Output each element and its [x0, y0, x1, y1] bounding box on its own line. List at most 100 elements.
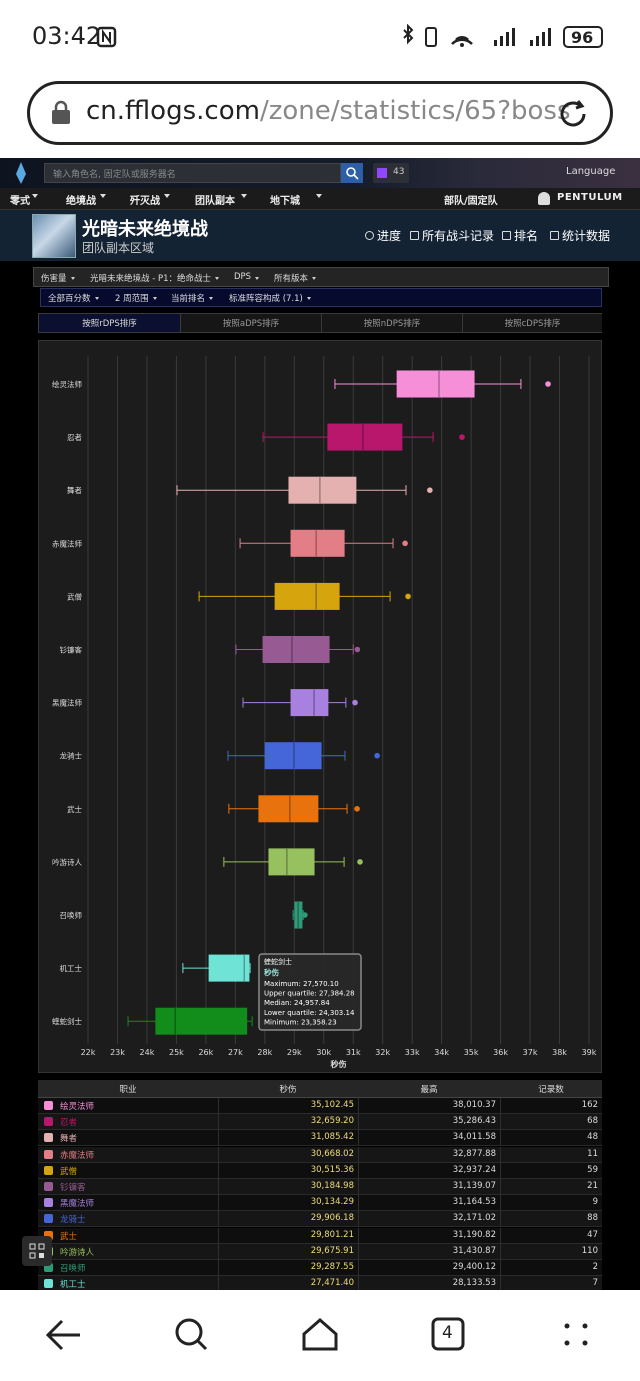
search-icon[interactable]: [175, 1318, 203, 1346]
job-name[interactable]: 赤魔法师: [60, 1150, 95, 1161]
filter-dropdown[interactable]: DPS: [234, 272, 252, 282]
x-tick-label: 32k: [375, 1048, 390, 1057]
count-cell: 68: [587, 1116, 598, 1127]
dropdown-caret: [100, 194, 106, 198]
stats-table: 职业 秒伤 最高 记录数 绘灵法师 35,102.45 38,010.37 162 忍者 32,6…: [38, 1080, 602, 1290]
table-header: 职业 秒伤 最高 记录数: [38, 1080, 602, 1098]
cell-border: [218, 1146, 219, 1163]
dropdown-caret: [306, 297, 311, 300]
column-header: 记录数: [538, 1085, 564, 1095]
table-row: 钐镰客 30,184.98 31,139.07 21: [38, 1179, 602, 1195]
back-icon[interactable]: [45, 1319, 80, 1351]
dropdown-caret: [316, 194, 322, 198]
search-button[interactable]: [341, 163, 363, 183]
sort-tab-label: 按照cDPS排序: [504, 319, 561, 329]
zone-link[interactable]: 统计数据: [562, 229, 611, 243]
cell-border: [218, 1098, 219, 1114]
filter-dropdown[interactable]: 当前排名: [171, 294, 206, 304]
nav-item[interactable]: 部队/固定队: [444, 196, 498, 207]
cell-border: [500, 1227, 501, 1244]
count-cell: 21: [587, 1181, 598, 1191]
dropdown-caret: [164, 194, 170, 198]
language-menu[interactable]: Language: [566, 166, 616, 177]
nav-item[interactable]: 零式: [10, 196, 30, 207]
filter-dropdown[interactable]: 光暗未来绝境战 - P1：绝命战士: [90, 274, 212, 284]
box: [208, 954, 250, 982]
zone-header: 光暗未来绝境战 团队副本区域 进度 所有战斗记录 排名 统计数据: [0, 210, 640, 261]
chart: 22k 23k 24k 25k 26k 27k 28k 29k 30k 31k 32k 33k 34k 3…: [52, 356, 597, 1069]
count-cell: 48: [587, 1132, 598, 1143]
nav-item[interactable]: 团队副本: [195, 196, 235, 207]
box: [274, 582, 340, 610]
max-cell: 31,190.82: [452, 1229, 496, 1240]
dropdown-caret: [70, 277, 75, 280]
cell-border: [218, 1114, 219, 1131]
box: [290, 689, 329, 717]
qr-button[interactable]: [22, 1236, 52, 1266]
job-name[interactable]: 忍者: [60, 1118, 78, 1129]
job-name[interactable]: 召唤师: [60, 1264, 86, 1274]
job-name[interactable]: 黑魔法师: [60, 1199, 95, 1210]
job-name[interactable]: 龙骑士: [60, 1215, 86, 1226]
zone-link[interactable]: 进度: [377, 229, 402, 243]
filter-dropdown[interactable]: 所有版本: [274, 274, 309, 284]
x-tick-label: 29k: [287, 1048, 302, 1057]
logo[interactable]: [14, 162, 28, 184]
qr-icon: [29, 1243, 45, 1259]
sort-tab[interactable]: 按照nDPS排序: [321, 314, 462, 332]
cell-border: [218, 1195, 219, 1212]
outlier: [354, 646, 361, 653]
filter-dropdown[interactable]: 2 周范围: [115, 294, 149, 304]
x-tick-label: 38k: [552, 1048, 567, 1057]
job-name[interactable]: 机工士: [60, 1280, 86, 1290]
outlier: [374, 752, 380, 759]
tabs-icon[interactable]: [431, 1317, 465, 1351]
url-path: /zone/statistics/65?boss: [259, 96, 571, 126]
twitch-button[interactable]: 43: [373, 163, 409, 183]
job-name[interactable]: 绘灵法师: [60, 1102, 95, 1112]
dropdown-caret: [241, 194, 247, 198]
x-tick-label: 26k: [198, 1048, 213, 1057]
table-row: 黑魔法师 30,134.29 31,164.53 9: [38, 1195, 602, 1212]
job-icon: [44, 1165, 53, 1175]
job-icon: [44, 1182, 53, 1191]
url-field[interactable]: cn.fflogs.com/zone/statistics/65?boss: [27, 81, 613, 145]
status-icons: [403, 24, 551, 47]
x-tick-label: 35k: [464, 1048, 479, 1057]
job-name[interactable]: 钐镰客: [60, 1183, 86, 1193]
job-name[interactable]: 武士: [60, 1231, 78, 1242]
user-name[interactable]: PENTULUM: [557, 192, 623, 203]
x-tick-label: 34k: [434, 1048, 449, 1057]
search-input[interactable]: 输入角色名, 固定队或服务器名: [44, 163, 341, 183]
job-name[interactable]: 武僧: [60, 1166, 78, 1177]
outlier: [352, 699, 358, 706]
max-cell: 31,430.87: [452, 1245, 496, 1256]
twitch-icon: [377, 168, 387, 178]
sort-tab[interactable]: 按照cDPS排序: [462, 314, 602, 332]
nav-item[interactable]: 地下城: [270, 196, 300, 207]
filter-dropdown[interactable]: 全部百分数: [48, 294, 91, 304]
zone-link[interactable]: 排名: [514, 229, 539, 243]
zone-link[interactable]: 所有战斗记录: [422, 229, 495, 243]
job-name[interactable]: 舞者: [60, 1134, 78, 1145]
table-row: 绘灵法师 35,102.45 38,010.37 162: [38, 1098, 602, 1114]
home-icon[interactable]: [302, 1318, 338, 1351]
nav-item[interactable]: 歼灭战: [130, 196, 160, 207]
job-name[interactable]: 吟游诗人: [60, 1247, 95, 1258]
reload-icon[interactable]: [556, 97, 590, 131]
cell-border: [358, 1162, 359, 1179]
sort-tab[interactable]: 按照aDPS排序: [180, 314, 321, 332]
sort-tab[interactable]: 按照rDPS排序: [39, 314, 180, 332]
table-row: 舞者 31,085.42 34,011.58 48: [38, 1130, 602, 1147]
chart-panel: 22k 23k 24k 25k 26k 27k 28k 29k 30k 31k 32k 33k 34k 3…: [38, 340, 602, 1073]
filter-dropdown[interactable]: 伤害量: [41, 274, 67, 284]
cell-border: [358, 1243, 359, 1260]
nav-item[interactable]: 绝境战: [66, 196, 96, 207]
filter-dropdown[interactable]: 标准阵容构成 (7.1): [229, 294, 303, 304]
box: [294, 901, 303, 929]
outlier: [357, 859, 363, 865]
notification-icon: [96, 26, 117, 48]
x-axis-label: 秒伤: [331, 1059, 347, 1069]
category-label: 赤魔法师: [52, 538, 82, 548]
bottom-nav: 4: [0, 1290, 640, 1381]
